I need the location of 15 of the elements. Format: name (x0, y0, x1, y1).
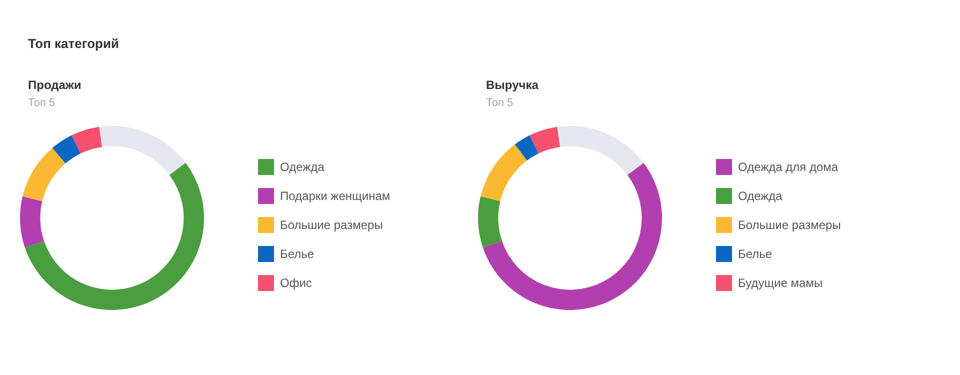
legend-label: Одежда (280, 160, 324, 174)
legend-label: Большие размеры (280, 218, 383, 232)
legend-label: Будущие мамы (738, 276, 823, 290)
chart-subtitle: Топ 5 (28, 97, 56, 109)
legend-label: Белье (738, 246, 772, 260)
text: Топ категорий (28, 36, 119, 51)
chart-title: Выручка (486, 78, 538, 92)
chart-title: Продажи (28, 78, 82, 92)
legend-label: Большие размеры (738, 218, 841, 232)
legend-label: Офис (280, 276, 312, 290)
chart-subtitle: Топ 5 (486, 97, 514, 109)
legend-label: Белье (280, 246, 314, 260)
legend-label: Одежда (738, 188, 782, 202)
legend-label: Одежда для дома (738, 160, 838, 174)
legend-label: Подарки женщинам (280, 188, 390, 202)
